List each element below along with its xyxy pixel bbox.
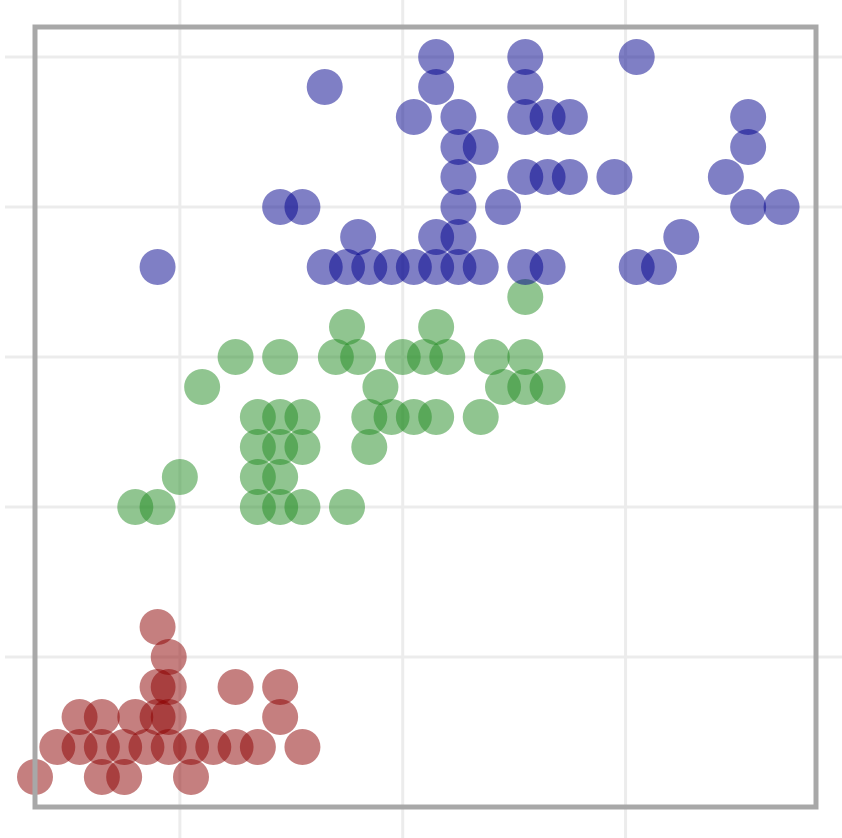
data-point-s2-21: [440, 159, 477, 195]
data-point-s0-19: [150, 669, 187, 705]
data-point-s1-26: [217, 339, 254, 375]
data-point-s1-37: [507, 279, 544, 315]
data-point-s0-10: [239, 729, 276, 765]
data-point-s1-36: [418, 309, 455, 345]
data-point-s2-38: [507, 69, 544, 105]
data-point-s2-36: [306, 69, 343, 105]
data-point-s2-15: [663, 219, 700, 255]
data-point-s1-5: [329, 489, 365, 525]
data-point-s2-43: [440, 189, 477, 225]
data-point-s2-28: [462, 129, 499, 165]
data-point-s2-24: [551, 159, 588, 195]
data-point-s1-1: [139, 489, 176, 525]
data-point-s2-11: [641, 249, 677, 285]
data-point-s0-13: [83, 699, 120, 735]
data-point-s1-19: [418, 399, 455, 435]
data-point-s0-23: [139, 609, 176, 645]
data-point-s1-34: [507, 339, 544, 375]
data-point-s2-40: [507, 39, 544, 75]
data-point-s2-39: [418, 39, 455, 75]
data-point-s2-30: [395, 99, 432, 135]
data-point-s1-6: [161, 459, 198, 495]
data-point-s1-22: [362, 369, 399, 405]
data-point-s0-21: [262, 669, 299, 705]
data-point-s0-20: [217, 669, 254, 705]
data-point-s1-12: [351, 429, 388, 465]
data-point-s1-27: [262, 339, 299, 375]
data-point-s1-11: [284, 429, 321, 465]
data-point-s2-19: [730, 189, 767, 225]
data-point-s2-20: [763, 189, 800, 225]
data-point-s2-26: [707, 159, 744, 195]
data-point-s2-34: [551, 99, 588, 135]
data-point-s2-41: [618, 39, 655, 75]
data-point-s2-17: [284, 189, 321, 225]
data-point-s2-25: [596, 159, 633, 195]
data-point-s2-18: [485, 189, 521, 225]
data-point-s1-21: [184, 369, 221, 405]
data-point-s0-11: [284, 729, 321, 765]
data-point-s2-29: [730, 129, 767, 165]
data-point-s2-0: [139, 249, 176, 285]
data-point-s1-35: [329, 309, 365, 345]
data-point-s2-42: [529, 249, 566, 285]
data-point-s1-29: [340, 339, 377, 375]
data-point-s2-31: [440, 99, 477, 135]
data-point-s0-17: [262, 699, 299, 735]
data-point-s1-4: [284, 489, 321, 525]
data-point-s2-12: [340, 219, 377, 255]
plot-frame: [32, 24, 819, 810]
data-point-s1-8: [262, 459, 299, 495]
data-point-s2-35: [730, 99, 767, 135]
data-point-s2-37: [418, 69, 455, 105]
data-point-s1-15: [284, 399, 321, 435]
data-point-s0-22: [150, 639, 187, 675]
data-point-s1-25: [529, 369, 566, 405]
data-point-s2-8: [462, 249, 499, 285]
data-point-s1-32: [429, 339, 466, 375]
data-point-s2-14: [440, 219, 477, 255]
data-point-s0-16: [150, 699, 187, 735]
data-points: [17, 39, 800, 795]
data-point-s1-33: [473, 339, 510, 375]
data-point-s1-20: [462, 399, 499, 435]
data-point-s0-25: [106, 759, 143, 795]
data-point-s0-26: [173, 759, 209, 795]
